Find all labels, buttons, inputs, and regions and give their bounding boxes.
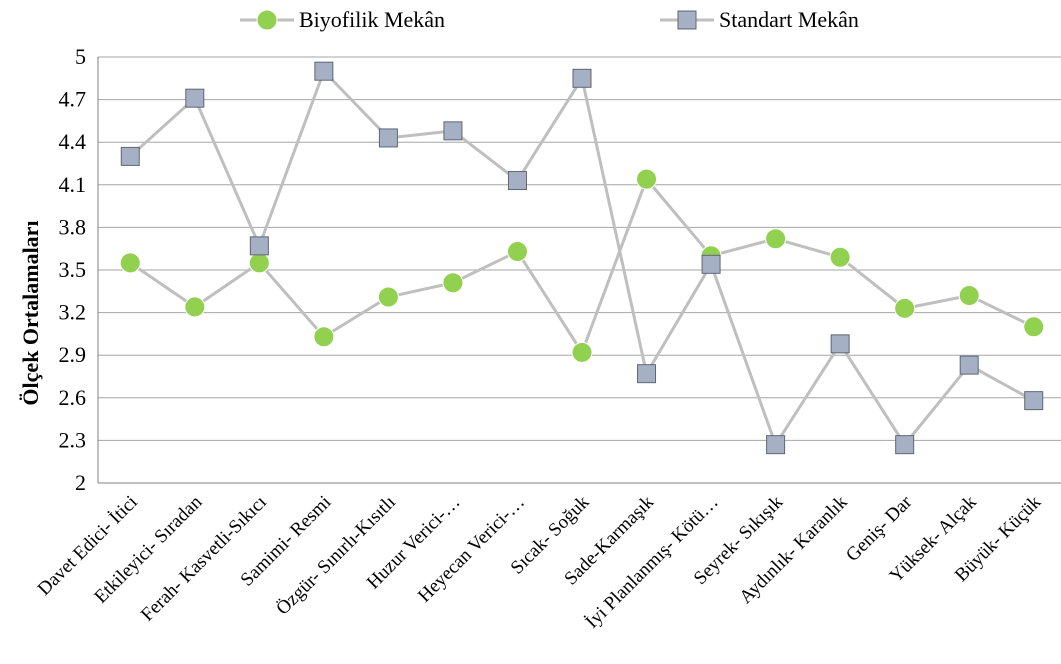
data-point: [1023, 316, 1045, 338]
data-point: [184, 296, 206, 318]
y-tick-label: 3.2: [59, 300, 87, 325]
data-point: [443, 121, 463, 141]
y-tick-label: 4.1: [59, 172, 87, 197]
data-point: [572, 68, 592, 88]
data-point: [894, 297, 916, 319]
data-point: [377, 286, 399, 308]
legend: Biyofilik Mekân Standart Mekân: [240, 7, 859, 32]
series-2: [120, 61, 1044, 455]
axes: [97, 57, 1061, 484]
legend-label: Standart Mekân: [719, 7, 859, 32]
y-tick-label: 3.5: [59, 257, 87, 282]
data-point: [442, 272, 464, 294]
x-category-label: Etkileyici- Sıradan: [90, 491, 206, 607]
legend-label: Biyofilik Mekân: [299, 7, 445, 32]
y-tick-labels: 2 2.3 2.6 2.9 3.2 3.5 3.8 4.1 4.4 4.7 5: [59, 44, 87, 495]
data-point: [830, 334, 850, 354]
y-tick-label: 4.4: [59, 129, 87, 154]
data-point: [959, 355, 979, 375]
data-point: [571, 341, 593, 363]
x-category-label: Özgür- Sınırlı-Kısıtlı: [272, 492, 400, 620]
data-point: [119, 252, 141, 274]
y-tick-label: 5: [75, 44, 86, 69]
legend-marker: [256, 9, 278, 31]
data-point: [248, 252, 270, 274]
data-point: [701, 254, 721, 274]
x-category-label: Aydınlık- Karanlık: [735, 491, 852, 608]
data-point: [249, 236, 269, 256]
y-tick-label: 2.3: [59, 427, 87, 452]
data-point: [313, 326, 335, 348]
data-point: [1024, 391, 1044, 411]
data-point: [378, 128, 398, 148]
y-tick-label: 3.8: [59, 214, 87, 239]
y-tick-label: 2.6: [59, 385, 87, 410]
data-point: [958, 285, 980, 307]
legend-item: Standart Mekân: [660, 7, 859, 32]
series-layer: [119, 61, 1045, 455]
legend-item: Biyofilik Mekân: [240, 7, 445, 32]
data-point: [895, 435, 915, 455]
data-point: [766, 435, 786, 455]
data-point: [829, 246, 851, 268]
data-point: [507, 171, 527, 191]
data-point: [637, 364, 657, 384]
y-tick-label: 2.9: [59, 342, 87, 367]
gridlines: [98, 56, 1061, 484]
data-point: [765, 228, 787, 250]
data-point: [120, 146, 140, 166]
x-category-label: Ferah- Kasvetli-Sıkıcı: [137, 492, 271, 626]
data-point: [636, 168, 658, 190]
y-axis-title: Ölçek Ortalamaları: [18, 220, 43, 405]
data-point: [314, 61, 334, 81]
legend-marker: [677, 10, 697, 30]
y-tick-label: 4.7: [59, 87, 87, 112]
series-1: [119, 168, 1045, 363]
y-tick-label: 2: [75, 470, 86, 495]
data-point: [185, 88, 205, 108]
data-point: [506, 241, 528, 263]
